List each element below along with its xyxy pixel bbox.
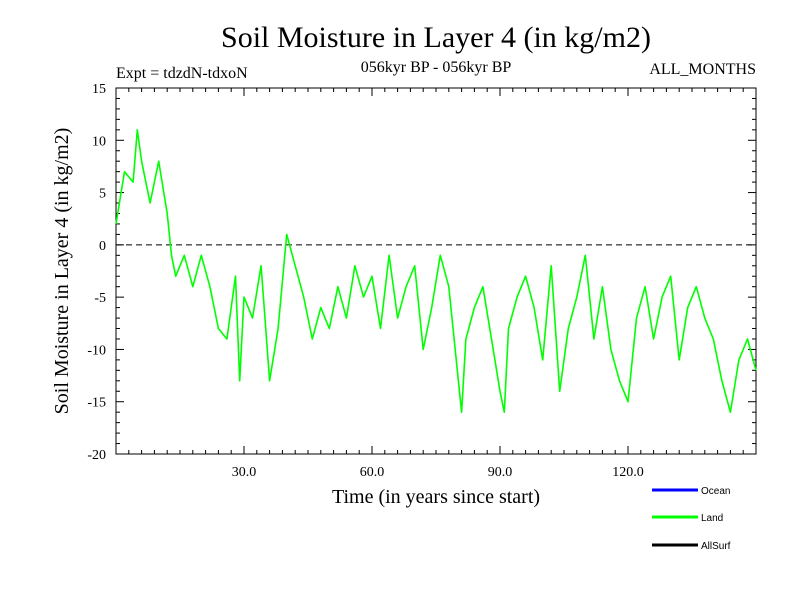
y-tick-label: 15 [92, 82, 106, 97]
plot-area: -20 -15 -10 -5 0 5 10 15 30.0 60.0 90.0 120.0 [87, 82, 757, 480]
series-line-land [115, 129, 757, 414]
period-label: 056kyr BP - 056kyr BP [361, 59, 512, 76]
experiment-label: Expt = tdzdN-tdxoN [116, 65, 248, 82]
x-tick-label: 60.0 [360, 465, 385, 480]
x-tick-label: 30.0 [232, 465, 257, 480]
chart-title: Soil Moisture in Layer 4 (in kg/m2) [221, 21, 651, 54]
y-tick-label: -20 [87, 448, 106, 463]
x-axis-label: Time (in years since start) [332, 486, 540, 508]
months-label: ALL_MONTHS [649, 61, 756, 78]
y-tick-label: 5 [99, 187, 106, 202]
plot-frame [115, 87, 757, 455]
y-tick-label: -10 [87, 343, 106, 358]
legend-label-land: Land [701, 513, 723, 524]
y-tick-label: -15 [87, 396, 106, 411]
legend-label-ocean: Ocean [701, 486, 730, 497]
x-tick-label: 90.0 [488, 465, 513, 480]
legend: Ocean Land AllSurf [652, 486, 731, 552]
y-tick-label: 0 [99, 239, 106, 254]
y-tick-label: 10 [92, 134, 106, 149]
x-tick-label: 120.0 [612, 465, 644, 480]
legend-label-allsurf: AllSurf [701, 541, 731, 552]
y-axis-label: Soil Moisture in Layer 4 (in kg/m2) [51, 128, 73, 415]
y-tick-label: -5 [94, 291, 106, 306]
